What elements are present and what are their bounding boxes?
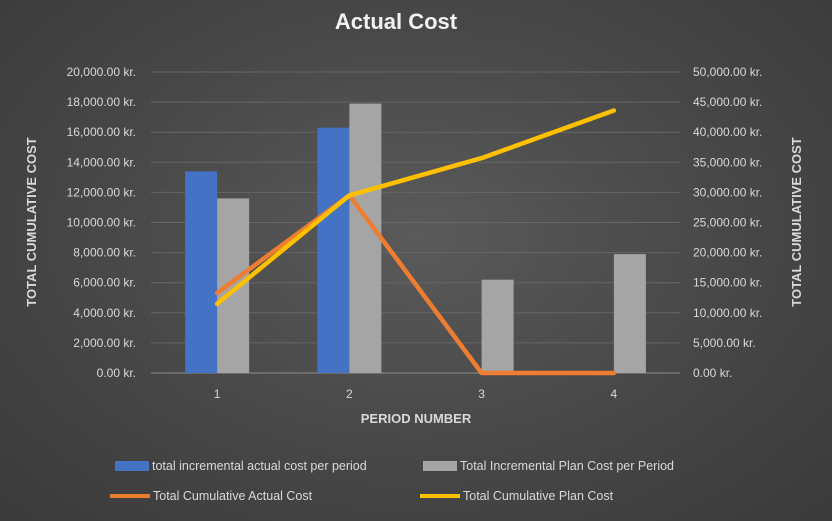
lines xyxy=(214,108,617,376)
legend-label: Total Incremental Plan Cost per Period xyxy=(460,459,674,473)
y-tick-left: 10,000.00 kr. xyxy=(67,216,136,230)
y-tick-left: 8,000.00 kr. xyxy=(73,246,136,260)
y-tick-left: 4,000.00 kr. xyxy=(73,306,136,320)
right-axis-ticks: 0.00 kr. 5,000.00 kr. 10,000.00 kr. 15,000.… xyxy=(693,65,762,380)
legend-swatch xyxy=(423,461,457,471)
y-tick-right: 35,000.00 kr. xyxy=(693,155,762,169)
legend-label: Total Cumulative Plan Cost xyxy=(463,489,614,503)
bar xyxy=(185,171,218,373)
y-tick-left: 14,000.00 kr. xyxy=(67,155,136,169)
series-line xyxy=(214,108,617,307)
y-tick-left: 6,000.00 kr. xyxy=(73,276,136,290)
chart-title: Actual Cost xyxy=(335,9,458,34)
x-axis-label: PERIOD NUMBER xyxy=(361,411,472,426)
y-tick-left: 2,000.00 kr. xyxy=(73,336,136,350)
y-tick-right: 30,000.00 kr. xyxy=(693,185,762,199)
y-tick-left: 18,000.00 kr. xyxy=(67,95,136,109)
y-tick-right: 45,000.00 kr. xyxy=(693,95,762,109)
bars xyxy=(185,103,646,373)
legend-label: total incremental actual cost per period xyxy=(152,459,367,473)
y-tick-right: 50,000.00 kr. xyxy=(693,65,762,79)
y-tick-left: 16,000.00 kr. xyxy=(67,125,136,139)
series-line xyxy=(214,193,617,376)
y-tick-right: 40,000.00 kr. xyxy=(693,125,762,139)
y-axis-label-left: TOTAL CUMULATIVE COST xyxy=(24,137,39,307)
bar xyxy=(317,127,350,373)
y-tick-right: 10,000.00 kr. xyxy=(693,306,762,320)
y-tick-right: 25,000.00 kr. xyxy=(693,216,762,230)
y-tick-left: 12,000.00 kr. xyxy=(67,185,136,199)
bar xyxy=(349,103,382,373)
y-axis-label-right: TOTAL CUMULATIVE COST xyxy=(789,137,804,307)
x-tick: 3 xyxy=(478,387,485,401)
x-tick: 4 xyxy=(611,387,618,401)
bar xyxy=(613,254,646,373)
y-tick-left: 0.00 kr. xyxy=(97,366,136,380)
left-axis-ticks: 0.00 kr. 2,000.00 kr. 4,000.00 kr. 6,000.00… xyxy=(67,65,136,380)
x-axis-ticks: 1 2 3 4 xyxy=(214,387,618,401)
y-tick-right: 0.00 kr. xyxy=(693,366,732,380)
legend: total incremental actual cost per period… xyxy=(110,459,674,503)
x-tick: 1 xyxy=(214,387,221,401)
y-tick-right: 20,000.00 kr. xyxy=(693,246,762,260)
y-tick-left: 20,000.00 kr. xyxy=(67,65,136,79)
y-tick-right: 15,000.00 kr. xyxy=(693,276,762,290)
legend-swatch xyxy=(115,461,149,471)
x-tick: 2 xyxy=(346,387,353,401)
y-tick-right: 5,000.00 kr. xyxy=(693,336,756,350)
bar xyxy=(481,279,514,373)
bar xyxy=(217,198,250,373)
legend-label: Total Cumulative Actual Cost xyxy=(153,489,313,503)
